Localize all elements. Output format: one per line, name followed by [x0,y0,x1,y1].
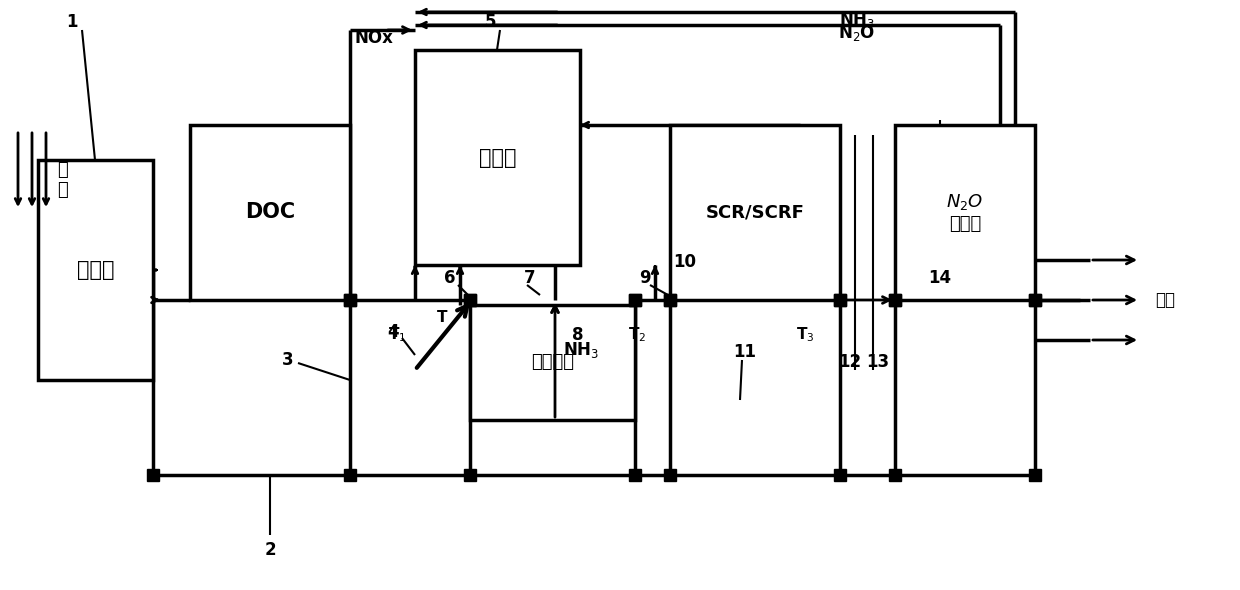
Text: 13: 13 [867,353,889,371]
Text: 6: 6 [444,269,456,287]
Bar [38,160,153,380]
Text: 5: 5 [485,13,496,31]
Text: 14: 14 [929,269,951,287]
Text: T$_2$: T$_2$ [627,326,646,345]
Text: 7: 7 [525,269,536,287]
Bar [470,305,635,420]
Text: NOx: NOx [355,29,394,47]
Bar [190,125,350,300]
Text: NH$_3$: NH$_3$ [563,340,599,360]
Text: T$_3$: T$_3$ [796,326,815,345]
Text: SCR/SCRF: SCR/SCRF [706,204,805,221]
Text: $N_2O$
催化剂: $N_2O$ 催化剂 [946,192,983,233]
Text: 加热装置: 加热装置 [531,353,574,372]
Text: T$_1$: T$_1$ [388,326,407,345]
Text: NH$_3$: NH$_3$ [839,10,875,30]
Text: DOC: DOC [246,202,295,222]
Text: 排气: 排气 [1154,291,1176,309]
Text: 11: 11 [734,343,756,361]
Text: 10: 10 [673,253,697,271]
Text: 控制器: 控制器 [479,148,516,168]
Text: 3: 3 [283,351,294,369]
Text: 2: 2 [264,541,275,559]
Text: 4: 4 [387,323,399,341]
Text: 8: 8 [572,326,584,344]
Bar [415,50,580,265]
Bar [895,125,1035,300]
Text: 12: 12 [838,353,862,371]
Bar [670,125,839,300]
Text: N$_2$O: N$_2$O [838,23,875,43]
Text: 发动机: 发动机 [77,260,114,280]
Text: 排
气: 排 气 [57,160,67,199]
Text: 9: 9 [639,269,651,287]
Text: T: T [436,310,448,326]
Text: 1: 1 [66,13,78,31]
